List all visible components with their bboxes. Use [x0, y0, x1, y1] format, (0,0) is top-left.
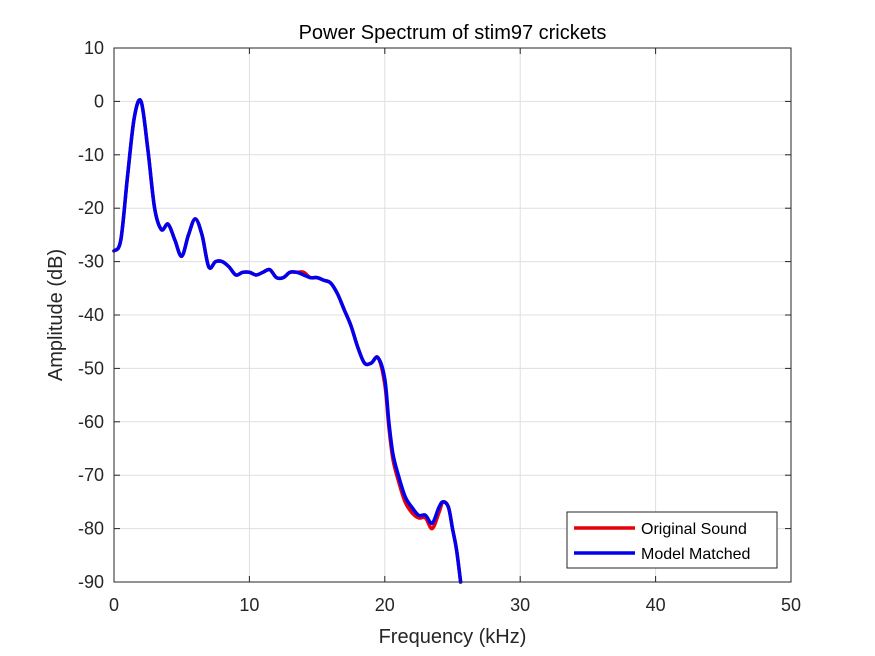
y-tick-label: -30	[78, 252, 104, 272]
legend-label-original-sound: Original Sound	[641, 521, 747, 538]
y-tick-label: -80	[78, 519, 104, 539]
y-tick-label: 10	[84, 38, 104, 58]
chart-title: Power Spectrum of stim97 crickets	[299, 22, 607, 44]
y-tick-label: -40	[78, 305, 104, 325]
axes	[113, 47, 792, 583]
grid	[114, 48, 791, 582]
x-axis-label: Frequency (kHz)	[379, 626, 527, 648]
x-tick-label: 40	[646, 595, 666, 615]
x-tick-label: 0	[109, 595, 119, 615]
series-lines	[112, 98, 463, 584]
y-tick-label: -50	[78, 358, 104, 378]
y-tick-label: -10	[78, 145, 104, 165]
y-tick-label: -70	[78, 465, 104, 485]
x-tick-label: 30	[510, 595, 530, 615]
tick-labels: 0 10 20 30 40 50 10 0 -10 -20 -30 -40 -50 -60 -70 -80 -9…	[78, 38, 801, 615]
x-tick-label: 50	[781, 595, 801, 615]
series-line-model-matched	[112, 98, 463, 584]
y-tick-label: -60	[78, 412, 104, 432]
legend: Original Sound Model Matched	[566, 511, 778, 569]
x-tick-label: 20	[375, 595, 395, 615]
legend-box	[566, 511, 778, 569]
y-tick-label: -90	[78, 572, 104, 592]
y-tick-label: -20	[78, 198, 104, 218]
y-axis-label: Amplitude (dB)	[45, 249, 67, 381]
legend-label-model-matched: Model Matched	[641, 546, 750, 563]
y-tick-label: 0	[94, 91, 104, 111]
x-tick-label: 10	[239, 595, 259, 615]
